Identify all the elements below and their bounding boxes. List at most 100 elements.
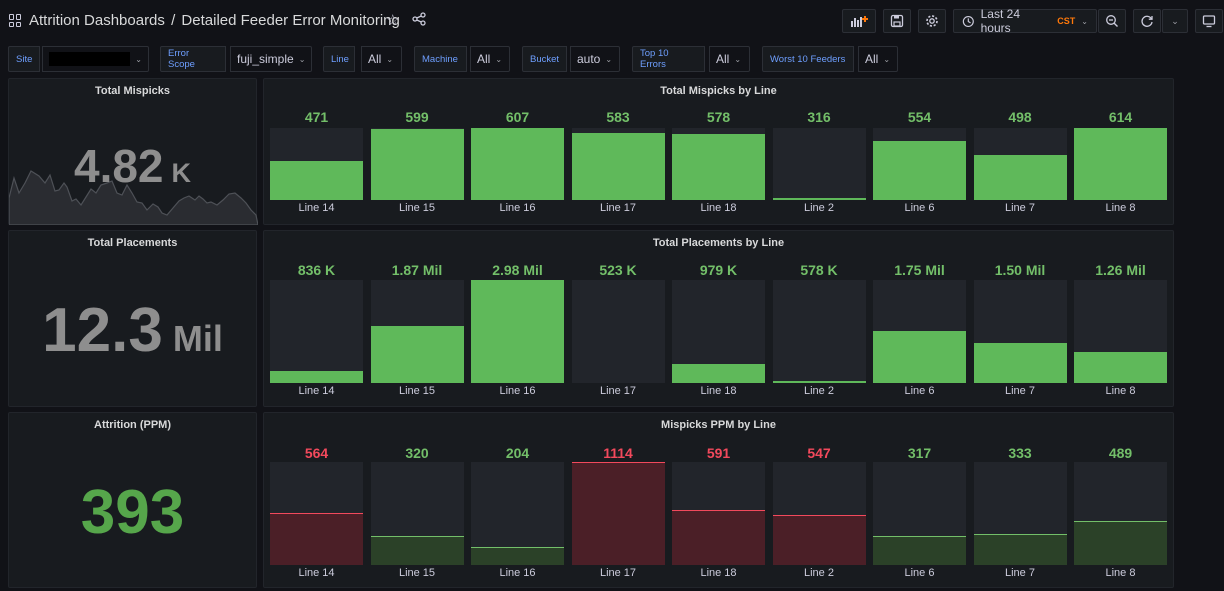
bar-fill (370, 326, 464, 383)
filter-top-errors-select[interactable]: All ⌄ (709, 46, 750, 72)
bar-value-label: 317 (907, 445, 932, 461)
bar-category-label: Line 17 (599, 567, 637, 579)
zoom-out-icon (1106, 15, 1118, 27)
refresh-button[interactable] (1133, 9, 1161, 33)
save-dashboard-button[interactable] (883, 9, 911, 33)
bar-category-label: Line 15 (398, 202, 436, 214)
filter-worst-feeders-value: All (865, 52, 879, 66)
bar-value-label: 564 (304, 445, 329, 461)
bar-column[interactable]: 591 Line 18 (672, 413, 765, 587)
bar-column[interactable]: 554 Line 6 (873, 79, 966, 224)
filter-site-select[interactable]: ⌄ (42, 46, 149, 72)
bar-column[interactable]: 204 Line 16 (471, 413, 564, 587)
settings-button[interactable] (918, 9, 946, 33)
bar-panel-mispicks-by-line[interactable]: Total Mispicks by Line 471 Line 14 599 Line… (263, 78, 1174, 225)
filter-line-select[interactable]: All ⌄ (361, 46, 402, 72)
clock-icon (962, 15, 974, 27)
bar-track (672, 280, 765, 383)
filter-site-value (49, 52, 131, 66)
bar-column[interactable]: 578 Line 18 (672, 79, 765, 224)
bar-track (1074, 128, 1167, 200)
panel-title: Total Mispicks by Line (660, 85, 777, 97)
bar-column[interactable]: 547 Line 2 (772, 413, 866, 587)
bar-value-label: 1.50 Mil (994, 262, 1046, 278)
breadcrumb-separator: / (171, 12, 176, 29)
chevron-down-icon: ⌄ (734, 54, 742, 64)
bar-value-label: 547 (807, 445, 831, 461)
time-range-label: Last 24 hours (980, 7, 1020, 35)
bar-column[interactable]: 2.98 Mil Line 16 (471, 231, 564, 406)
bar-column[interactable]: 316 Line 2 (772, 79, 866, 224)
panel-title: Total Mispicks (95, 85, 170, 97)
filter-worst-feeders-select[interactable]: All ⌄ (858, 46, 898, 72)
breadcrumb-dashboard[interactable]: Detailed Feeder Error Monitoring (181, 12, 400, 29)
bar-column[interactable]: 607 Line 16 (471, 79, 564, 224)
bar-fill (973, 155, 1067, 200)
bar-column[interactable]: 578 K Line 2 (772, 231, 866, 406)
bar-track (772, 462, 866, 565)
share-icon[interactable] (412, 12, 426, 30)
bar-column[interactable]: 979 K Line 18 (672, 231, 765, 406)
bar-fill (672, 364, 765, 383)
bar-value-label: 554 (907, 109, 932, 125)
bar-category-label: Line 17 (599, 202, 637, 214)
bar-column[interactable]: 317 Line 6 (873, 413, 966, 587)
bar-fill (571, 462, 665, 565)
stat-panel-total-placements[interactable]: Total Placements 12.3 Mil (8, 230, 257, 407)
bar-value-label: 1114 (603, 445, 633, 461)
dashboards-grid-icon[interactable] (9, 14, 22, 27)
bar-column[interactable]: 1.50 Mil Line 7 (973, 231, 1067, 406)
stat-value: 4.82 K (9, 139, 256, 193)
bar-panel-ppm-by-line[interactable]: Mispicks PPM by Line 564 Line 14 320 Line 1… (263, 412, 1174, 588)
star-icon[interactable]: ☆ (386, 12, 400, 29)
bar-value-label: 1.26 Mil (1095, 262, 1146, 278)
time-range-picker[interactable]: Last 24 hours CST ⌄ (953, 7, 1097, 35)
zoom-out-button[interactable] (1098, 9, 1126, 33)
bar-category-label: Line 8 (1105, 202, 1136, 214)
filter-bucket-label: Bucket (522, 46, 567, 72)
bar-column[interactable]: 836 K Line 14 (270, 231, 363, 406)
bar-category-label: Line 6 (904, 202, 935, 214)
breadcrumb-folder[interactable]: Attrition Dashboards (29, 12, 165, 29)
mispicks-sparkline (9, 170, 258, 225)
bar-fill (270, 371, 363, 383)
bar-value-label: 578 (706, 109, 731, 125)
panel-title: Attrition (PPM) (94, 419, 171, 431)
bar-column[interactable]: 320 Line 15 (370, 413, 464, 587)
bar-panel-placements-by-line[interactable]: Total Placements by Line 836 K Line 14 1.8… (263, 230, 1174, 407)
bar-column[interactable]: 599 Line 15 (370, 79, 464, 224)
stat-panel-total-mispicks[interactable]: Total Mispicks 4.82 K (8, 78, 258, 225)
bar-column[interactable]: 1114 Line 17 (571, 413, 665, 587)
bar-column[interactable]: 333 Line 7 (973, 413, 1067, 587)
bar-column[interactable]: 489 Line 8 (1074, 413, 1167, 587)
bar-column[interactable]: 564 Line 14 (270, 413, 363, 587)
bar-category-label: Line 16 (499, 567, 536, 579)
filter-machine-label: Machine (414, 46, 467, 72)
bar-category-label: Line 14 (298, 202, 335, 214)
bar-column[interactable]: 1.26 Mil Line 8 (1074, 231, 1167, 406)
filter-bucket-select[interactable]: auto ⌄ (570, 46, 620, 72)
tv-mode-button[interactable] (1195, 9, 1223, 33)
bar-column[interactable]: 1.75 Mil Line 6 (873, 231, 966, 406)
filter-machine-select[interactable]: All ⌄ (470, 46, 510, 72)
stat-number: 12.3 (42, 296, 163, 365)
bar-column[interactable]: 1.87 Mil Line 15 (370, 231, 464, 406)
stat-panel-attrition[interactable]: Attrition (PPM) 393 (8, 412, 257, 588)
bar-category-label: Line 18 (700, 567, 737, 579)
bar-category-label: Line 7 (1005, 202, 1035, 214)
bar-column[interactable]: 614 Line 8 (1074, 79, 1167, 224)
filter-top-errors-value: All (716, 52, 730, 66)
refresh-interval-dropdown[interactable]: ⌄ (1162, 9, 1188, 33)
bar-track (571, 462, 665, 565)
bar-column[interactable]: 471 Line 14 (270, 79, 363, 224)
bar-column[interactable]: 583 Line 17 (571, 79, 665, 224)
add-panel-button[interactable] (842, 9, 876, 33)
chevron-down-icon: ⌄ (298, 54, 306, 64)
bar-column[interactable]: 523 K Line 17 (571, 231, 665, 406)
bar-value-label: 614 (1108, 109, 1133, 125)
bar-column[interactable]: 498 Line 7 (973, 79, 1067, 224)
filter-error-scope-select[interactable]: fuji_simple ⌄ (230, 46, 312, 72)
bar-value-label: 471 (304, 109, 329, 125)
bar-fill (471, 547, 564, 565)
bar-fill (973, 343, 1067, 383)
